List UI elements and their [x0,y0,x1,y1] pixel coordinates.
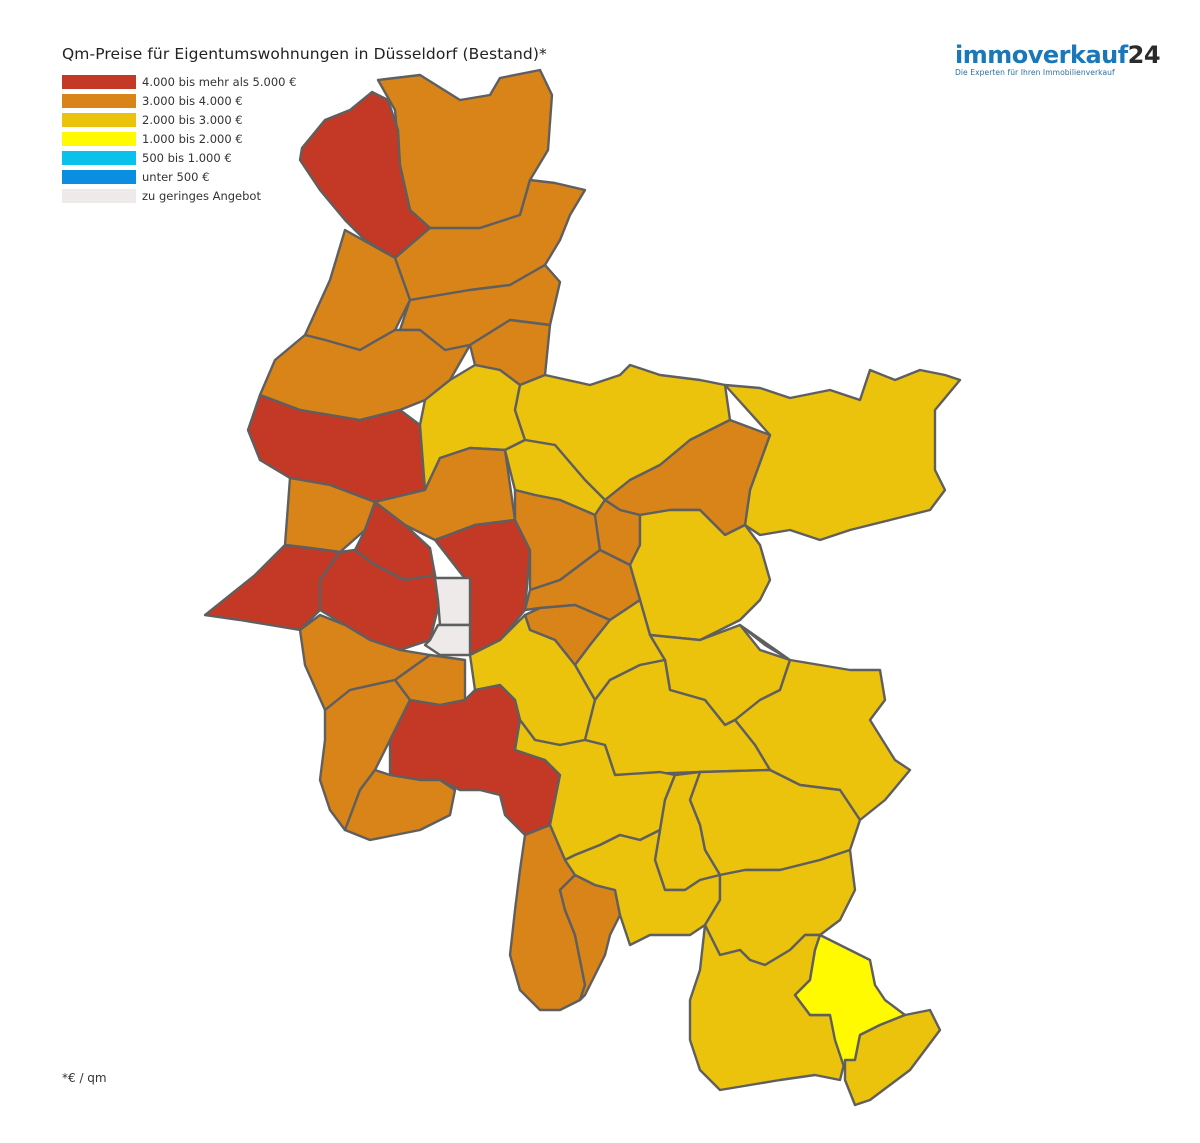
district-southwest-orange-3[interactable] [343,768,457,842]
legend-item: 4.000 bis mehr als 5.000 € [62,72,296,91]
legend: 4.000 bis mehr als 5.000 € 3.000 bis 4.0… [62,72,296,205]
legend-swatch [62,188,136,203]
legend-swatch [62,74,136,89]
district-center-north[interactable] [373,446,517,542]
legend-label: 500 bis 1.000 € [142,150,232,165]
legend-label: 4.000 bis mehr als 5.000 € [142,74,297,89]
district-east-mid[interactable] [628,508,772,642]
legend-label: unter 500 € [142,169,210,184]
legend-item: 2.000 bis 3.000 € [62,110,296,129]
map-title: Qm-Preise für Eigentumswohnungen in Düss… [62,45,547,63]
logo-text-b: 24 [1127,41,1161,69]
legend-item: zu geringes Angebot [62,186,296,205]
logo-wordmark: immoverkauf24 [955,41,1161,69]
logo-tagline: Die Experten für Ihren Immobilienverkauf [955,68,1115,77]
legend-label: 1.000 bis 2.000 € [142,131,243,146]
legend-swatch [62,131,136,146]
district-southeast-1[interactable] [733,623,912,822]
district-north-red[interactable] [298,90,432,260]
district-east-big[interactable] [723,368,962,542]
district-southeast-4[interactable] [843,1008,942,1107]
legend-swatch [62,112,136,127]
legend-label: zu geringes Angebot [142,188,261,203]
legend-swatch [62,93,136,108]
brand-logo[interactable]: immoverkauf24 Die Experten für Ihren Imm… [955,41,1161,77]
legend-label: 3.000 bis 4.000 € [142,93,243,108]
legend-item: 3.000 bis 4.000 € [62,91,296,110]
legend-swatch [62,150,136,165]
legend-swatch [62,169,136,184]
district-center-grey-2[interactable] [423,623,472,657]
legend-item: 500 bis 1.000 € [62,148,296,167]
district-center-grey-1[interactable] [433,576,472,627]
logo-text-a: immoverkauf [955,41,1128,69]
legend-item: unter 500 € [62,167,296,186]
footnote: *€ / qm [62,1071,107,1085]
legend-item: 1.000 bis 2.000 € [62,129,296,148]
legend-label: 2.000 bis 3.000 € [142,112,243,127]
